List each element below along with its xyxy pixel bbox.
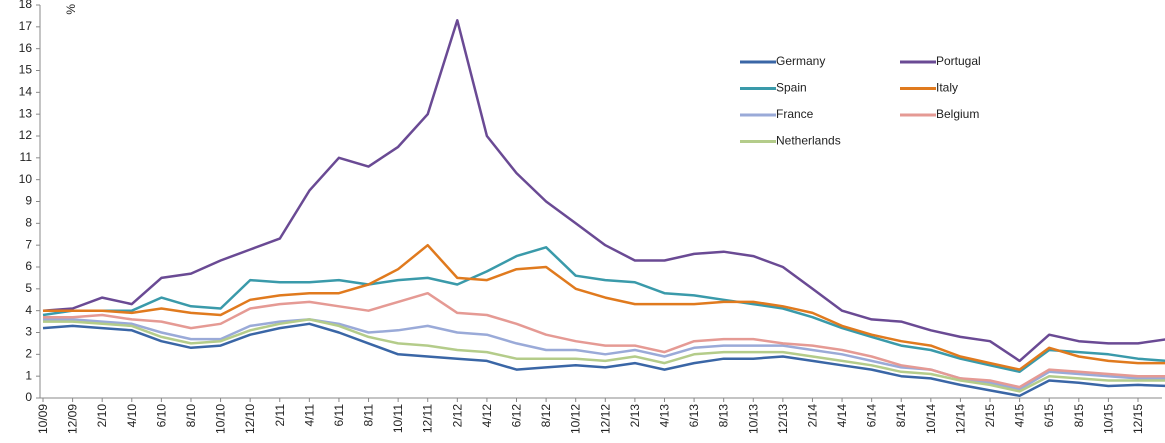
x-tick-label: 10/12 xyxy=(569,404,583,434)
x-tick-label: 6/10 xyxy=(154,404,168,428)
y-tick-label: 17 xyxy=(19,19,33,33)
x-tick-label: 10/13 xyxy=(746,404,760,434)
series-line xyxy=(42,19,1165,363)
x-tick-label: 6/15 xyxy=(1042,404,1056,428)
x-tick-label: 8/12 xyxy=(539,404,553,428)
x-tick-label: 6/14 xyxy=(865,404,879,428)
y-tick-label: 6 xyxy=(25,259,32,273)
series-line xyxy=(43,318,1165,391)
legend-label: Spain xyxy=(776,81,807,95)
y-tick-label: 15 xyxy=(19,63,33,77)
legend-label: Netherlands xyxy=(776,134,841,148)
x-tick-label: 12/11 xyxy=(421,404,435,433)
x-tick-label: 10/14 xyxy=(924,404,938,434)
x-tick-label: 6/12 xyxy=(510,404,524,428)
x-tick-label: 4/12 xyxy=(480,404,494,428)
x-tick-label: 2/10 xyxy=(95,404,109,428)
x-tick-label: 10/15 xyxy=(1101,404,1115,434)
y-tick-label: 13 xyxy=(19,106,33,120)
x-tick-label: 4/11 xyxy=(302,404,316,427)
x-tick-label: 10/10 xyxy=(214,404,228,434)
legend-label: France xyxy=(776,107,814,121)
x-tick-label: 6/13 xyxy=(687,404,701,428)
x-tick-label: 2/12 xyxy=(450,404,464,428)
y-tick-label: 12 xyxy=(19,128,33,142)
legend-label: Portugal xyxy=(936,54,981,68)
x-tick-label: 12/15 xyxy=(1131,404,1145,434)
y-tick-label: 11 xyxy=(20,150,33,164)
y-tick-label: 5 xyxy=(25,281,32,295)
x-tick-label: 4/15 xyxy=(1013,404,1027,428)
x-tick-label: 8/11 xyxy=(362,404,376,427)
y-tick-label: 0 xyxy=(25,390,32,404)
series-line xyxy=(43,318,1165,393)
x-tick-label: 2/15 xyxy=(983,404,997,428)
series-line xyxy=(42,246,1165,374)
y-axis-label: % xyxy=(64,4,78,15)
series-line xyxy=(43,291,1165,389)
legend-label: Italy xyxy=(936,81,958,95)
x-tick-label: 12/09 xyxy=(66,404,80,434)
y-tick-label: 4 xyxy=(25,303,32,317)
x-tick-label: 10/11 xyxy=(391,404,405,433)
y-tick-label: 16 xyxy=(19,41,33,55)
y-tick-label: 18 xyxy=(19,0,33,11)
x-tick-label: 8/10 xyxy=(184,404,198,428)
x-tick-label: 8/14 xyxy=(894,404,908,428)
x-tick-label: 10/09 xyxy=(36,404,50,434)
x-tick-label: 12/12 xyxy=(598,404,612,434)
x-tick-label: 12/10 xyxy=(243,404,257,434)
x-tick-label: 4/10 xyxy=(125,404,139,428)
y-tick-label: 7 xyxy=(25,237,32,251)
x-tick-label: 8/15 xyxy=(1072,404,1086,428)
y-tick-label: 10 xyxy=(19,172,33,186)
x-tick-label: 4/13 xyxy=(657,404,671,428)
y-tick-label: 9 xyxy=(25,194,32,208)
x-tick-label: 2/11 xyxy=(273,404,287,427)
x-tick-label: 2/14 xyxy=(805,404,819,428)
y-tick-label: 2 xyxy=(25,347,32,361)
x-tick-label: 6/11 xyxy=(332,404,346,427)
y-tick-label: 8 xyxy=(25,216,32,230)
y-tick-label: 3 xyxy=(25,325,32,339)
y-tick-label: 14 xyxy=(19,85,33,99)
series-line xyxy=(43,243,1165,371)
x-tick-label: 2/13 xyxy=(628,404,642,428)
x-tick-label: 12/14 xyxy=(953,404,967,434)
x-tick-label: 4/14 xyxy=(835,404,849,428)
legend-label: Belgium xyxy=(936,107,979,121)
legend-label: Germany xyxy=(776,54,825,68)
x-tick-label: 12/13 xyxy=(776,404,790,434)
y-tick-label: 1 xyxy=(25,368,32,382)
x-tick-label: 8/13 xyxy=(717,404,731,428)
series-line xyxy=(42,322,1165,398)
